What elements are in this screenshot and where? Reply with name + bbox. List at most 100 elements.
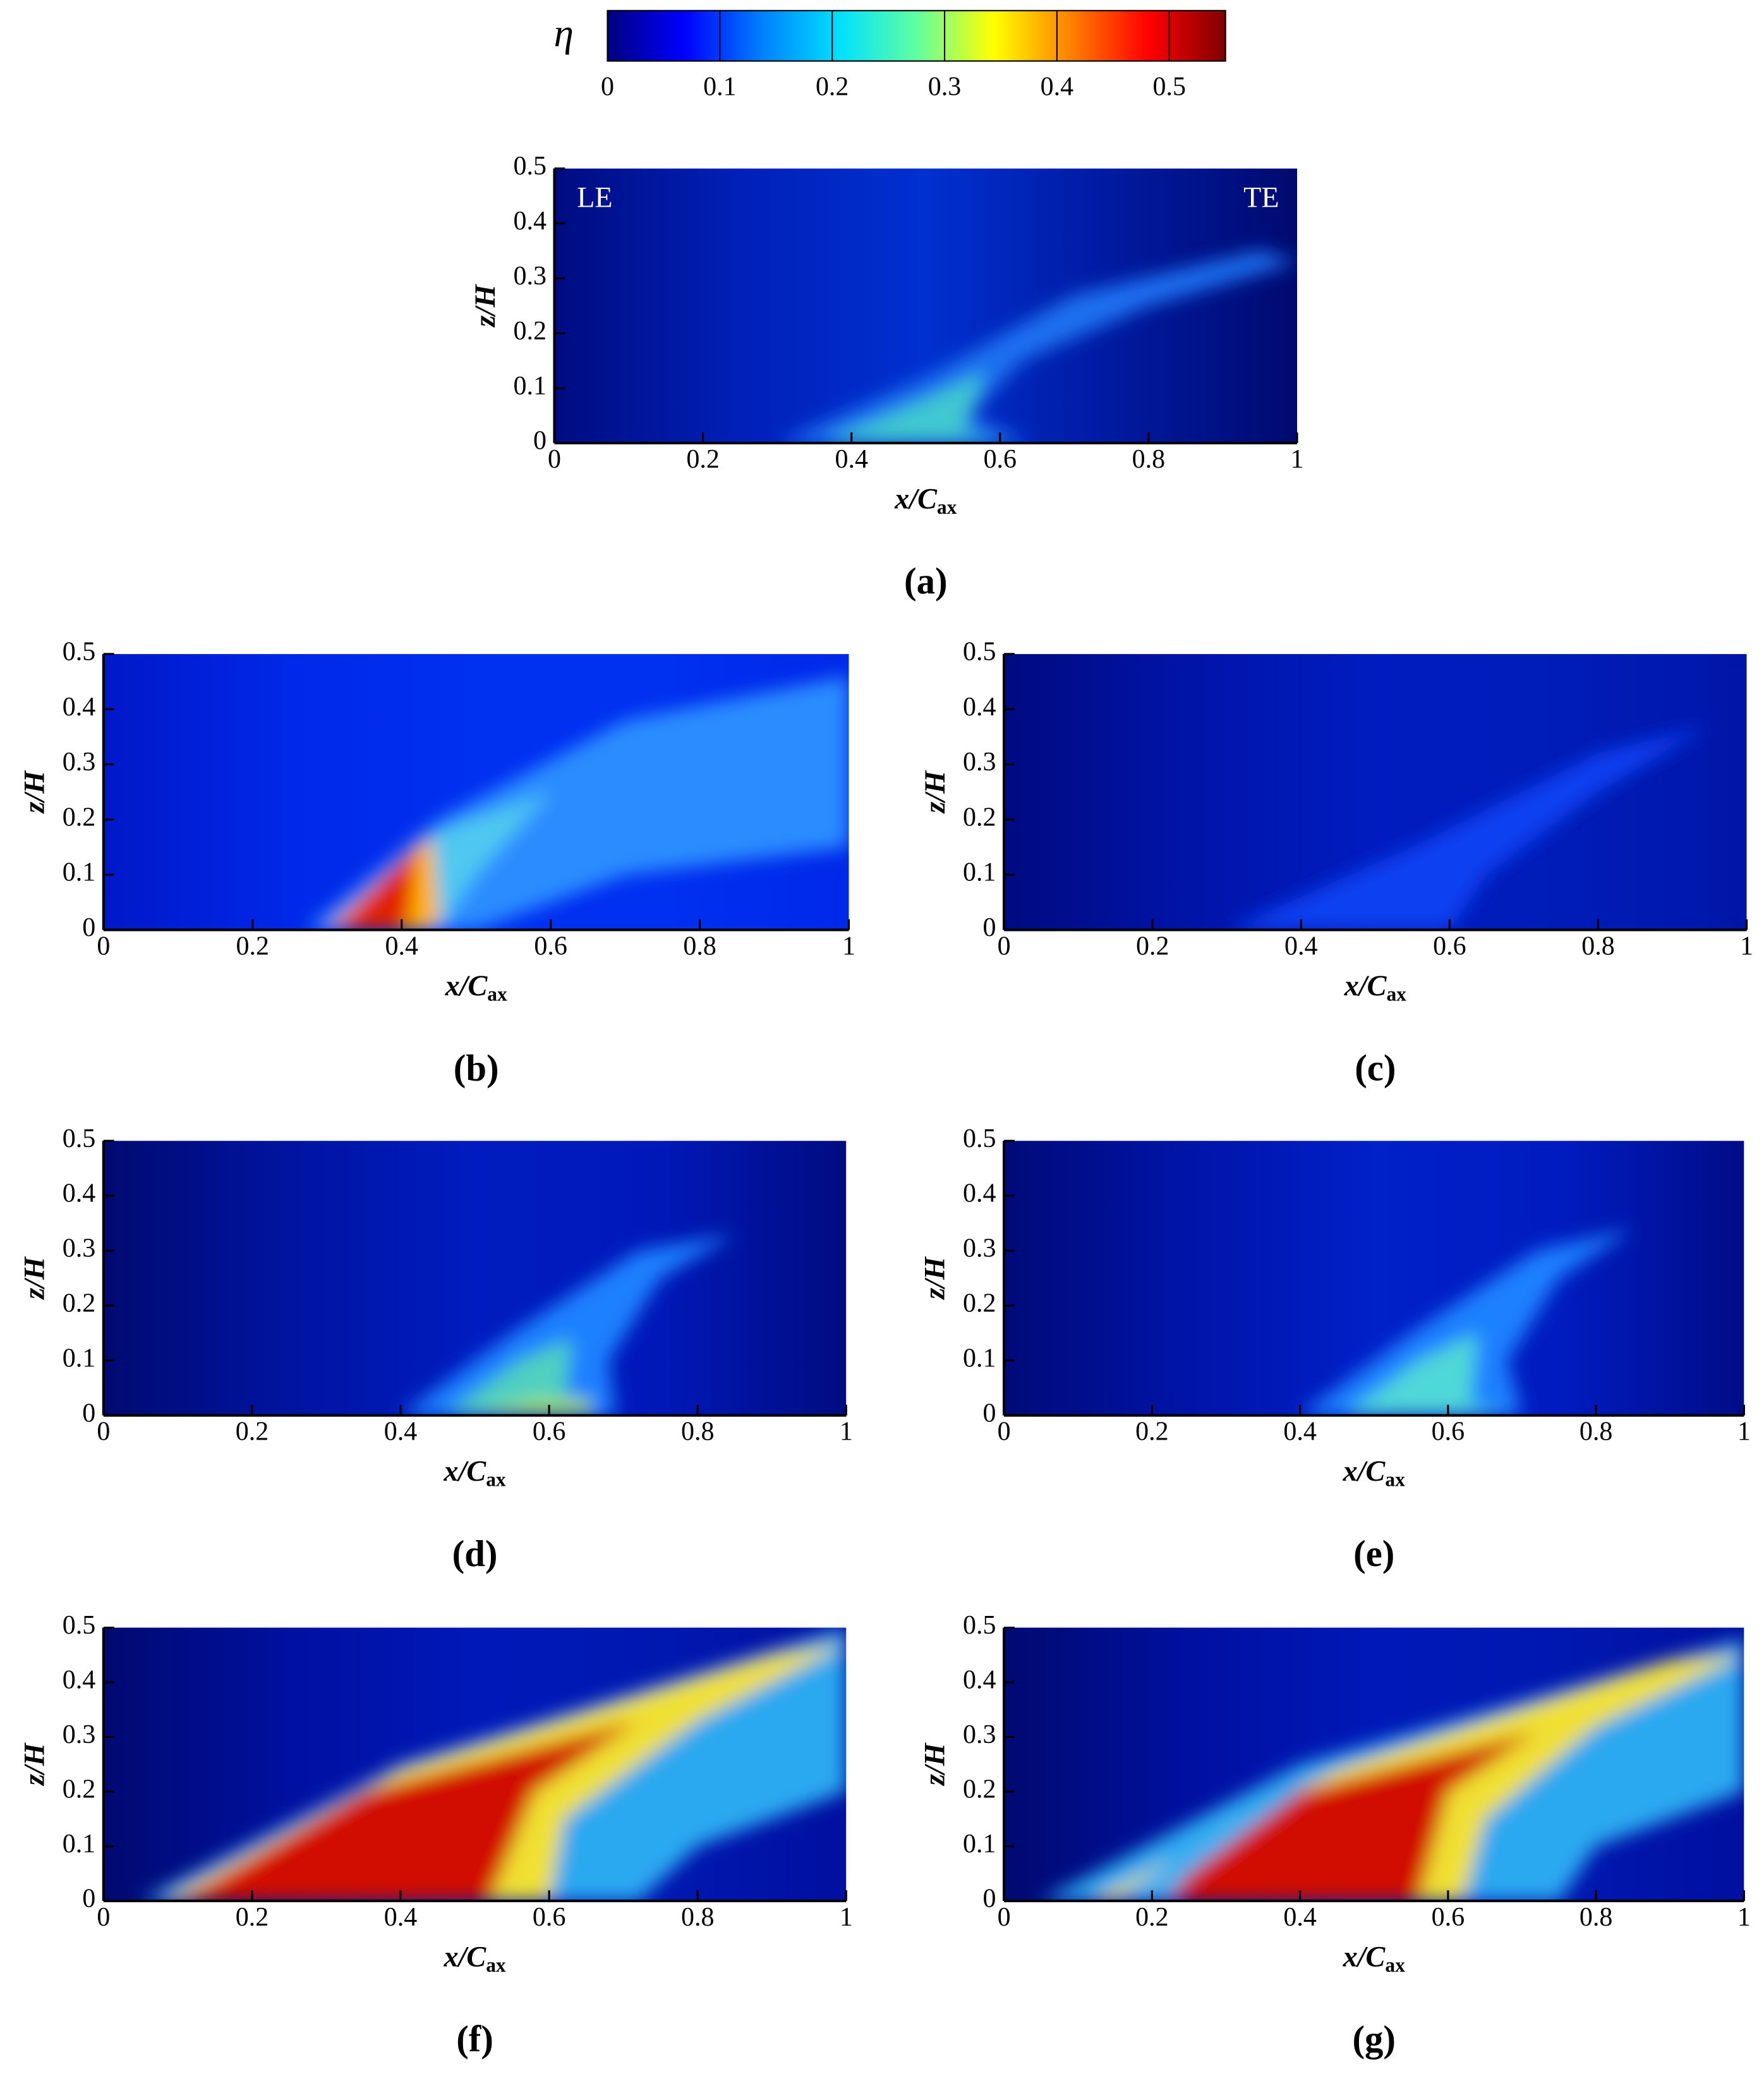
x-axis-label-sub: ax [1385,1469,1405,1491]
x-tick-label: 0.6 [533,1417,565,1447]
y-tick-label: 0 [82,913,95,942]
plume-region [1226,725,1710,930]
x-axis-label-main: x/C [445,969,488,1001]
x-axis-label-sub: ax [486,1469,506,1491]
plume [305,676,849,930]
colorbar [607,9,1226,62]
y-tick-label: 0.5 [63,637,95,666]
plume-region [178,1720,639,1901]
colorbar-tick-label: 0.2 [816,72,849,101]
x-tick-label: 1 [1740,932,1753,961]
y-tick-label: 0.2 [63,803,95,832]
y-tick-label: 0.1 [963,1344,996,1373]
y-tick-label: 0.2 [963,1775,996,1804]
x-axis-label-sub: ax [486,1954,506,1976]
x-tick-label: 0.2 [686,445,719,474]
plume-region [777,250,1297,444]
x-tick-label: 0 [998,1903,1011,1932]
y-tick-label: 0 [82,1885,95,1914]
plume-region [1152,1731,1537,1901]
x-axis-label-sub: ax [1385,1954,1405,1976]
plume [401,1234,735,1416]
y-tick-label: 0.1 [63,1830,95,1859]
x-tick-label: 0.4 [385,932,418,961]
x-tick-label: 0 [998,1417,1011,1447]
plume [777,250,1297,444]
colorbar-tick-label: 0.3 [928,72,961,101]
x-tick-label: 0.4 [835,445,867,474]
plume [1041,1638,1744,1901]
x-tick-label: 0.2 [236,1903,269,1932]
x-axis-label-main: x/C [444,1940,487,1972]
contour-field [1004,1627,1744,1901]
y-tick-label: 0.3 [63,1234,95,1263]
x-axis-label: x/Cax [1343,1455,1405,1491]
contour-field [1004,653,1747,930]
y-tick-label: 0 [983,1399,996,1428]
contour-field [1004,1141,1744,1416]
y-tick-label: 0.2 [63,1775,95,1804]
x-tick-label: 0.2 [236,1417,269,1447]
y-tick-label: 0.2 [963,1289,996,1318]
x-tick-label: 0.8 [681,1903,714,1932]
plume [140,1627,847,1901]
y-tick-label: 0.1 [963,858,996,887]
y-tick-label: 0.4 [63,693,95,722]
x-axis-label-main: x/C [1343,1455,1386,1487]
x-tick-label: 1 [1737,1903,1751,1932]
x-tick-label: 0.8 [1132,445,1165,474]
x-axis-label-main: x/C [894,482,938,514]
panel-label: (e) [1353,1533,1394,1574]
plume-region [1344,1333,1507,1416]
y-tick-label: 0.5 [513,152,546,181]
y-tick-label: 0.2 [63,1289,95,1318]
x-tick-label: 1 [840,1903,853,1932]
x-tick-label: 0.4 [384,1903,417,1932]
x-tick-label: 1 [840,1417,853,1447]
x-tick-label: 0.6 [533,1903,565,1932]
y-tick-label: 0.1 [63,858,95,887]
x-axis-label: x/Cax [1344,969,1406,1005]
x-tick-label: 0.8 [683,932,716,961]
y-tick-label: 0.3 [963,1234,996,1263]
x-tick-label: 0.8 [681,1417,714,1447]
y-tick-label: 0.3 [63,1720,95,1749]
colorbar-tick-label: 0.1 [703,72,736,101]
plume-region [401,1234,735,1416]
y-axis-label: z/H [919,770,951,815]
y-axis-label: z/H [919,1742,951,1787]
y-tick-label: 0 [533,427,547,456]
x-tick-label: 0.6 [1432,1417,1465,1447]
contour-field [554,168,1297,444]
panel-label: (b) [454,1048,499,1089]
y-tick-label: 0.1 [513,372,546,401]
x-axis-label-main: x/C [444,1455,487,1487]
x-tick-label: 0 [548,445,561,474]
x-tick-label: 0.6 [1432,1903,1465,1932]
y-tick-label: 0.5 [963,1611,996,1640]
x-tick-label: 1 [1291,445,1304,474]
x-tick-label: 0.4 [1283,1417,1316,1447]
annotation: TE [1243,181,1279,214]
x-tick-label: 0.2 [1136,932,1169,961]
x-axis-label: x/Cax [444,1455,506,1491]
x-tick-label: 0.6 [984,445,1017,474]
x-tick-label: 0.6 [534,932,567,961]
y-tick-label: 0.4 [963,693,996,722]
y-tick-label: 0.4 [963,1666,996,1695]
plume-region [334,847,417,930]
y-tick-label: 0.2 [963,803,996,832]
x-axis-label-sub: ax [937,496,957,518]
plume-region [821,372,1000,444]
y-axis-label: z/H [18,1742,51,1787]
x-axis-label-main: x/C [1344,969,1387,1001]
y-tick-label: 0.3 [63,748,95,777]
plume-region [1300,1229,1633,1416]
x-tick-label: 0.8 [1580,1417,1612,1447]
x-axis-label: x/Cax [445,969,507,1005]
x-tick-label: 0.6 [1433,932,1466,961]
x-axis-label-main: x/C [1343,1940,1386,1972]
panel-label: (f) [456,2018,493,2060]
x-tick-label: 0 [97,1417,110,1447]
y-tick-label: 0 [82,1399,95,1428]
